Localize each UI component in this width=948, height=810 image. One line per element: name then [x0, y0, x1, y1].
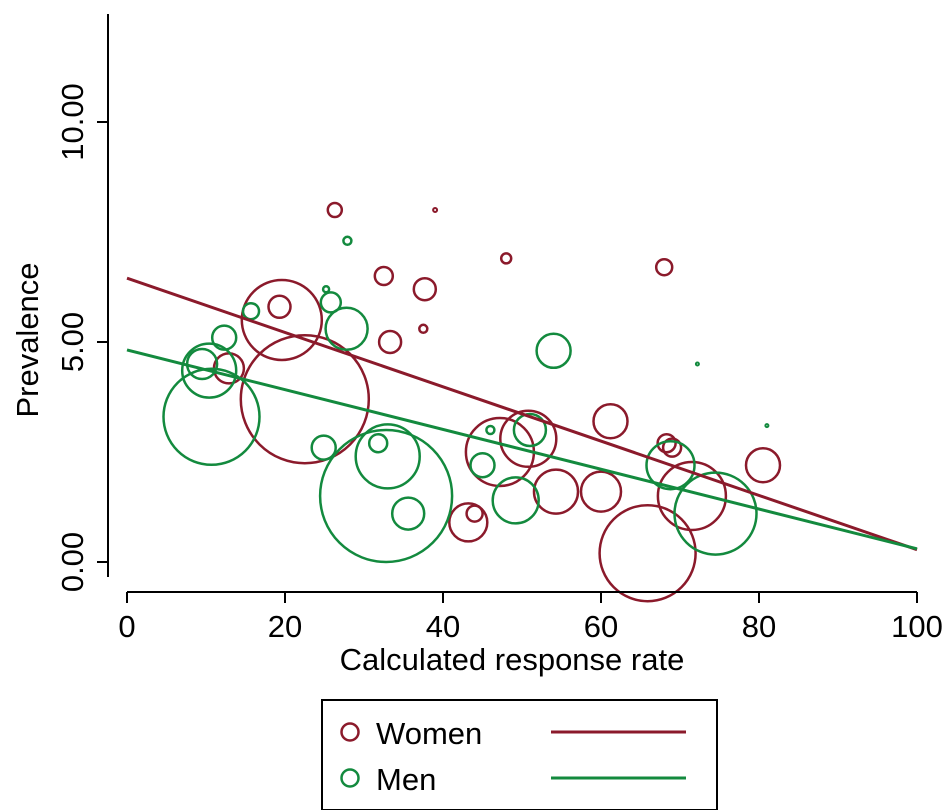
bubble-men-5 — [310, 434, 337, 461]
fit-line-women — [126, 276, 918, 552]
bubble-men-20 — [694, 361, 700, 367]
legend-box — [321, 699, 718, 810]
y-tick-label: 5.00 — [55, 312, 90, 372]
bubble-women-3 — [267, 294, 292, 320]
bubble-men-18 — [535, 332, 572, 370]
bubble-men-1 — [180, 342, 238, 399]
bubble-women-17 — [592, 402, 629, 440]
bubble-men-6 — [321, 284, 331, 294]
bubble-women-20 — [656, 432, 677, 454]
bubble-men-14 — [469, 451, 496, 479]
bubble-men-15 — [485, 424, 496, 436]
bubble-women-12 — [465, 504, 484, 523]
x-tick-label: 0 — [118, 609, 135, 644]
bubble-women-1 — [239, 333, 371, 465]
bubble-men-13 — [390, 496, 426, 531]
bubble-men-22 — [764, 423, 770, 429]
bubble-men-21 — [673, 471, 758, 556]
legend: Women Men — [321, 699, 718, 810]
bubble-women-19 — [654, 257, 674, 277]
bubble-women-2 — [326, 201, 344, 219]
legend-marker-men — [340, 768, 360, 788]
bubble-women-21 — [661, 437, 683, 458]
bubble-men-7 — [319, 291, 343, 314]
bubble-men-10 — [367, 432, 389, 454]
x-tick-label: 20 — [268, 609, 302, 644]
bubble-women-16 — [579, 470, 623, 513]
bubble-women-6 — [377, 329, 403, 355]
legend-label-men: Men — [376, 762, 436, 797]
bubble-men-12 — [354, 423, 421, 490]
plot-area — [126, 201, 918, 603]
y-tick-label: 0.00 — [55, 532, 90, 592]
bubble-men-2 — [185, 347, 219, 381]
x-tick-label: 40 — [426, 609, 460, 644]
bubble-men-16 — [491, 476, 540, 525]
bubble-women-0 — [240, 278, 324, 362]
bubble-men-17 — [512, 412, 548, 448]
x-tick-label: 100 — [891, 609, 943, 644]
bubble-men-4 — [241, 301, 261, 321]
bubble-men-3 — [210, 324, 238, 351]
x-tick-label: 60 — [584, 609, 618, 644]
bubble-men-9 — [342, 235, 353, 247]
bubble-men-19 — [645, 439, 696, 491]
bubble-women-10 — [499, 252, 513, 265]
bubble-women-8 — [412, 276, 438, 302]
bubble-women-5 — [373, 265, 395, 287]
legend-marker-women — [340, 722, 360, 742]
y-axis-ticks: 0.00 5.00 10.00 — [55, 83, 108, 592]
y-tick-label: 10.00 — [55, 83, 90, 161]
bubble-men-0 — [162, 367, 261, 467]
fit-line-men — [126, 348, 918, 551]
legend-label-women: Women — [376, 716, 482, 751]
bubble-women-23 — [744, 446, 782, 484]
bubble-men-11 — [318, 428, 454, 564]
bubble-women-7 — [418, 323, 429, 335]
bubble-women-15 — [532, 468, 580, 515]
bubble-women-14 — [499, 409, 558, 469]
bubble-women-22 — [656, 460, 728, 532]
x-axis-label: Calculated response rate — [340, 642, 685, 677]
bubble-women-18 — [598, 503, 697, 603]
bubble-women-9 — [432, 207, 439, 213]
y-axis-label: Prevalence — [10, 262, 45, 417]
bubble-men-8 — [324, 306, 369, 352]
bubble-women-11 — [448, 502, 489, 543]
x-tick-label: 80 — [742, 609, 776, 644]
x-axis-ticks: 0 20 40 60 80 100 — [118, 592, 943, 644]
